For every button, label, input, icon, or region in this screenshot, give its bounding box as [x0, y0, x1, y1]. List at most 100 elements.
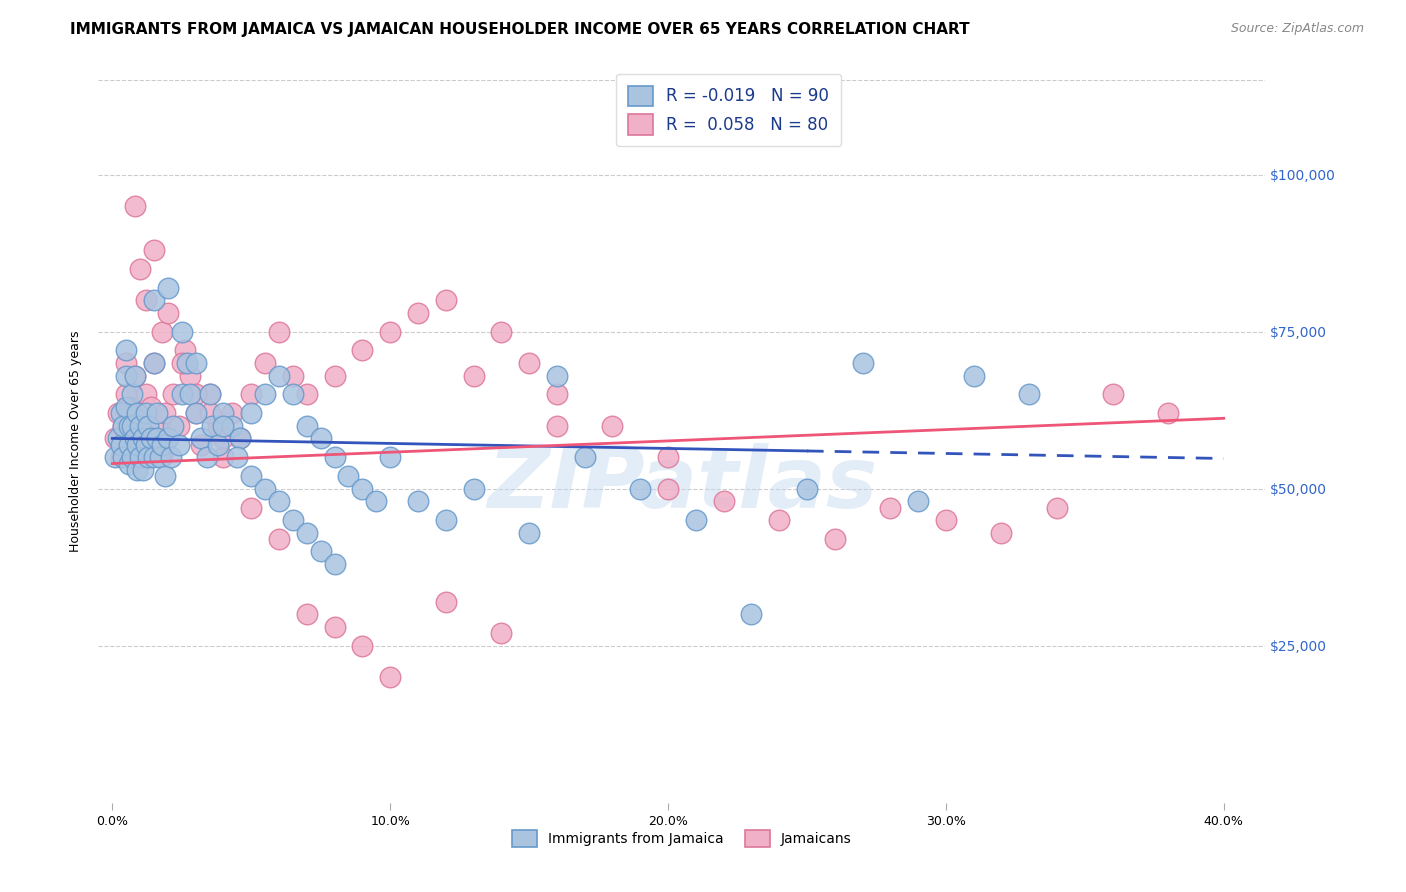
Point — [124, 368, 146, 383]
Point — [226, 450, 249, 465]
Point — [162, 418, 184, 433]
Point — [380, 670, 402, 684]
Point — [309, 544, 332, 558]
Point — [254, 387, 277, 401]
Point — [124, 368, 146, 383]
Point — [254, 482, 277, 496]
Point — [221, 406, 243, 420]
Point — [657, 450, 679, 465]
Point — [184, 387, 207, 401]
Point — [628, 482, 651, 496]
Point — [434, 293, 457, 308]
Point — [207, 418, 229, 433]
Point — [685, 513, 707, 527]
Point — [167, 438, 190, 452]
Point — [1157, 406, 1180, 420]
Legend: Immigrants from Jamaica, Jamaicans: Immigrants from Jamaica, Jamaicans — [505, 822, 859, 854]
Point — [141, 400, 163, 414]
Point — [229, 431, 252, 445]
Point — [156, 431, 179, 445]
Point — [176, 356, 198, 370]
Point — [221, 418, 243, 433]
Point — [434, 513, 457, 527]
Point — [143, 356, 166, 370]
Point — [281, 368, 304, 383]
Point — [190, 431, 212, 445]
Point — [602, 418, 624, 433]
Point — [115, 387, 138, 401]
Point — [240, 500, 263, 515]
Point — [143, 293, 166, 308]
Point — [118, 400, 141, 414]
Point — [170, 356, 193, 370]
Text: IMMIGRANTS FROM JAMAICA VS JAMAICAN HOUSEHOLDER INCOME OVER 65 YEARS CORRELATION: IMMIGRANTS FROM JAMAICA VS JAMAICAN HOUS… — [70, 22, 970, 37]
Point — [141, 431, 163, 445]
Point — [150, 438, 173, 452]
Point — [170, 325, 193, 339]
Point — [207, 438, 229, 452]
Point — [517, 356, 540, 370]
Point — [143, 356, 166, 370]
Point — [546, 387, 568, 401]
Point — [138, 450, 160, 465]
Point — [935, 513, 957, 527]
Point — [107, 406, 129, 420]
Point — [546, 418, 568, 433]
Point — [212, 406, 235, 420]
Point — [198, 406, 221, 420]
Point — [138, 431, 160, 445]
Point — [657, 482, 679, 496]
Point — [173, 343, 195, 358]
Point — [323, 620, 346, 634]
Point — [107, 431, 129, 445]
Point — [768, 513, 790, 527]
Point — [240, 469, 263, 483]
Point — [295, 387, 318, 401]
Point — [129, 418, 152, 433]
Point — [201, 418, 224, 433]
Point — [281, 387, 304, 401]
Point — [159, 450, 181, 465]
Text: Source: ZipAtlas.com: Source: ZipAtlas.com — [1230, 22, 1364, 36]
Point — [1101, 387, 1123, 401]
Point — [229, 431, 252, 445]
Point — [962, 368, 984, 383]
Point — [132, 450, 155, 465]
Point — [990, 525, 1012, 540]
Point — [406, 306, 429, 320]
Point — [309, 431, 332, 445]
Point — [240, 406, 263, 420]
Point — [156, 280, 179, 294]
Point — [167, 418, 190, 433]
Point — [574, 450, 596, 465]
Point — [150, 325, 173, 339]
Point — [281, 513, 304, 527]
Point — [135, 387, 157, 401]
Point — [323, 368, 346, 383]
Point — [150, 450, 173, 465]
Point — [184, 356, 207, 370]
Point — [212, 450, 235, 465]
Point — [135, 438, 157, 452]
Point — [127, 463, 149, 477]
Point — [179, 387, 201, 401]
Point — [463, 482, 485, 496]
Point — [104, 431, 127, 445]
Point — [121, 450, 143, 465]
Y-axis label: Householder Income Over 65 years: Householder Income Over 65 years — [69, 331, 83, 552]
Point — [184, 406, 207, 420]
Point — [146, 418, 169, 433]
Point — [118, 418, 141, 433]
Point — [295, 525, 318, 540]
Point — [112, 418, 135, 433]
Point — [146, 406, 169, 420]
Point — [434, 595, 457, 609]
Point — [267, 368, 290, 383]
Point — [295, 418, 318, 433]
Point — [118, 438, 141, 452]
Point — [267, 325, 290, 339]
Point — [380, 450, 402, 465]
Point — [127, 406, 149, 420]
Point — [267, 532, 290, 546]
Point — [212, 431, 235, 445]
